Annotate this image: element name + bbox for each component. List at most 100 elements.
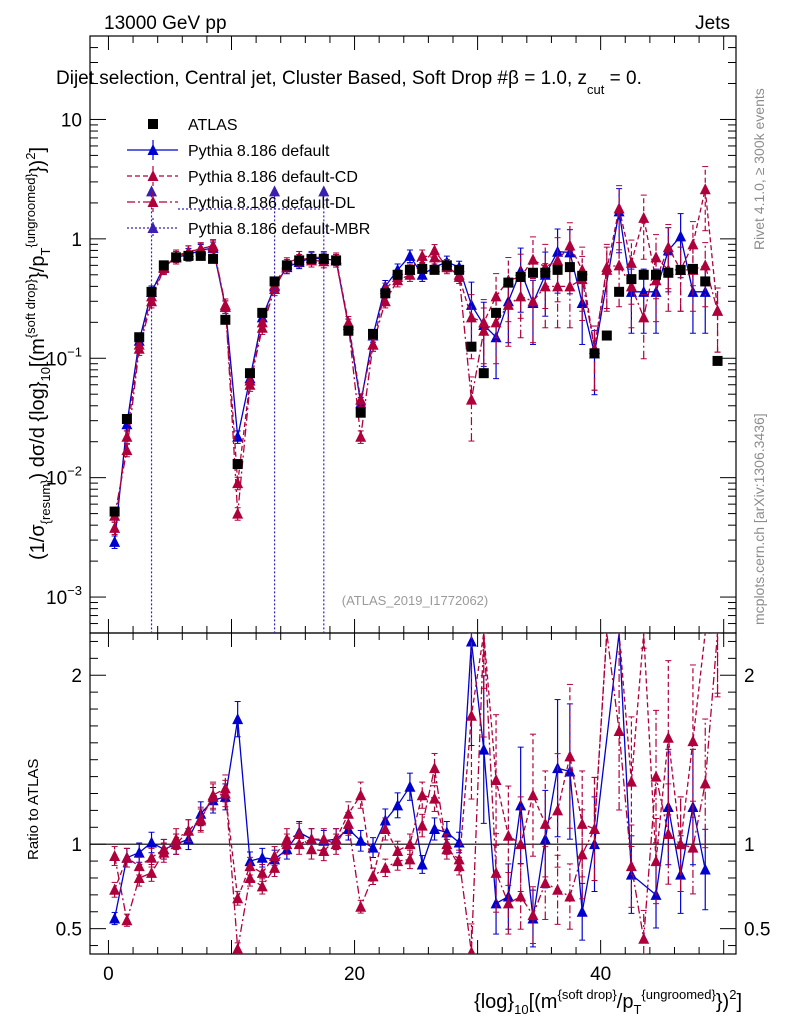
series-marker: [465, 709, 477, 721]
series-marker: [675, 230, 687, 242]
series-marker: [219, 782, 231, 794]
series-marker: [429, 822, 441, 834]
series-marker: [490, 290, 502, 302]
series-marker: [109, 883, 121, 895]
series-marker: [146, 866, 158, 878]
legend-label: Pythia 8.186 default: [188, 143, 330, 160]
series-marker: [404, 780, 416, 792]
series-marker: [625, 860, 637, 872]
ratio-y-tick-label: 0.5: [56, 920, 82, 941]
series-marker: [564, 750, 576, 762]
series-marker: [133, 860, 145, 872]
series-marker: [613, 202, 625, 214]
series-marker: [305, 833, 317, 845]
atlas-point: [355, 407, 366, 418]
atlas-point: [515, 271, 526, 282]
series-marker: [699, 259, 711, 271]
atlas-point: [171, 252, 182, 263]
series-marker: [490, 866, 502, 878]
series-marker: [232, 713, 244, 725]
series-marker: [699, 183, 711, 195]
series-marker: [699, 863, 711, 875]
series-marker: [207, 789, 219, 801]
series-marker: [232, 942, 244, 954]
series-marker: [502, 897, 514, 909]
plot-title-tail: = 0.: [604, 68, 642, 89]
series-marker: [552, 254, 564, 266]
series-marker: [355, 430, 367, 442]
legend-label: Pythia 8.186 default-MBR: [188, 221, 370, 238]
series-pythia-8-186-default: [109, 633, 711, 948]
series-marker: [109, 535, 121, 547]
series-marker: [355, 393, 367, 405]
series-marker: [588, 822, 600, 834]
series-marker: [355, 834, 367, 846]
atlas-point: [417, 263, 428, 274]
series-marker: [625, 256, 637, 268]
series-marker: [121, 851, 133, 863]
series-marker: [687, 735, 699, 747]
ratio-y-tick-label-right: 2: [744, 666, 755, 687]
series-marker: [515, 799, 527, 811]
series-atlas: [109, 250, 723, 517]
atlas-point: [540, 267, 551, 278]
atlas-point: [232, 459, 243, 470]
series-marker: [318, 833, 330, 845]
series-marker: [404, 853, 416, 865]
y-tick-label: 10−3: [46, 583, 82, 609]
series-marker: [687, 238, 699, 250]
mcplots-label: mcplots.cern.ch [arXiv:1306.3436]: [751, 413, 767, 625]
series-mbr: [146, 185, 330, 633]
series-marker: [490, 897, 502, 909]
series-marker: [256, 321, 268, 333]
series-marker: [404, 838, 416, 850]
x-tick-label: 40: [590, 964, 611, 985]
series-marker: [404, 249, 416, 261]
series-marker: [367, 841, 379, 853]
series-marker: [158, 846, 170, 858]
atlas-point: [638, 269, 649, 280]
series-marker: [515, 890, 527, 902]
atlas-point: [244, 368, 255, 379]
series-marker: [564, 890, 576, 902]
x-tick-label: 0: [103, 964, 114, 985]
series-marker: [232, 892, 244, 904]
series-marker: [330, 838, 342, 850]
plot-title-subscript: cut: [587, 82, 605, 97]
series-marker: [527, 909, 539, 921]
y-tick-label: 10−1: [46, 344, 82, 370]
series-marker: [539, 877, 551, 889]
series-marker: [256, 851, 268, 863]
atlas-point: [614, 286, 625, 297]
series-marker: [146, 836, 158, 848]
series-marker: [552, 883, 564, 895]
legend-marker: [147, 170, 159, 181]
atlas-point: [343, 325, 354, 336]
series-marker: [539, 833, 551, 845]
series-marker: [539, 280, 551, 292]
series-marker: [121, 444, 133, 456]
frames: [89, 35, 737, 955]
series-marker: [687, 841, 699, 853]
atlas-point: [491, 307, 502, 318]
series-marker: [256, 880, 268, 892]
atlas-point: [589, 348, 600, 359]
atlas-point: [294, 255, 305, 266]
series-marker: [269, 850, 281, 862]
atlas-point: [392, 269, 403, 280]
series-marker: [650, 251, 662, 263]
ratio-y-axis-title: Ratio to ATLAS: [25, 759, 42, 860]
series-marker: [552, 804, 564, 816]
series-marker: [465, 311, 477, 323]
series-marker: [121, 430, 133, 442]
series-marker: [342, 817, 354, 829]
series-marker: [195, 814, 207, 826]
x-tick-label: 20: [344, 964, 365, 985]
series-marker: [662, 828, 674, 840]
atlas-point: [454, 264, 465, 275]
legend-label: Pythia 8.186 default-CD: [188, 169, 358, 186]
series-marker: [146, 851, 158, 863]
series-marker: [367, 338, 379, 350]
atlas-point: [675, 264, 686, 275]
mbr-marker: [146, 185, 158, 197]
